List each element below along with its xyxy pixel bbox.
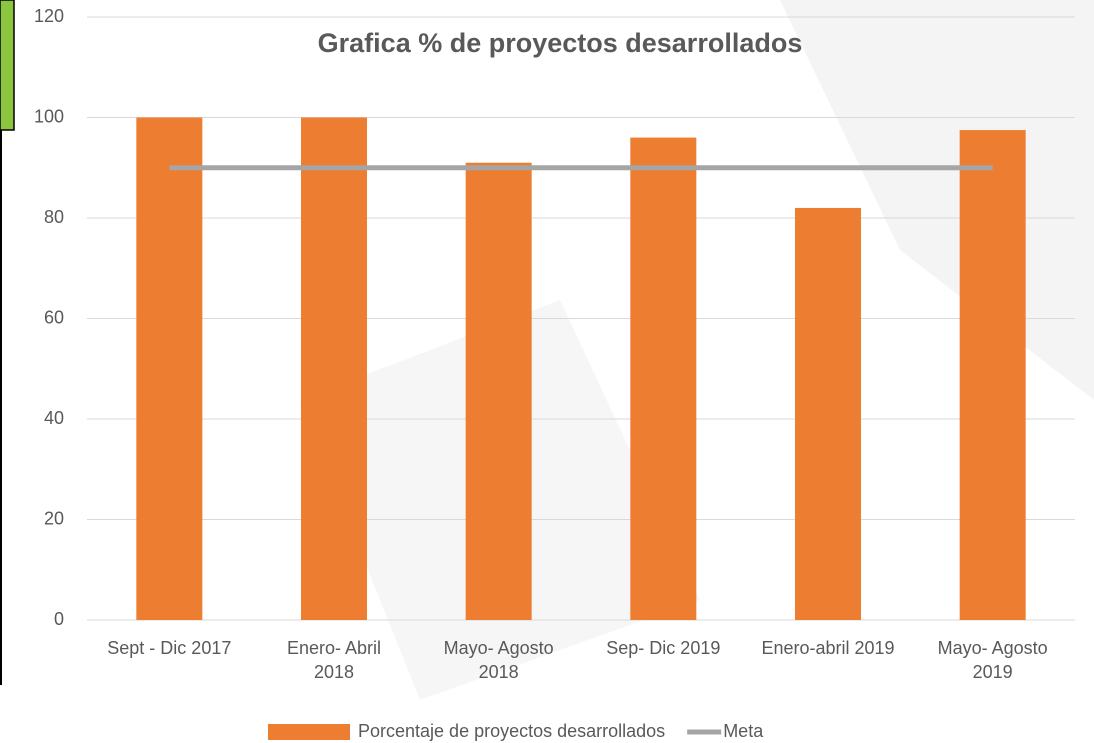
x-tick-label: Sep- Dic 2019 xyxy=(606,638,721,658)
bar xyxy=(795,207,861,620)
y-tick-label: 40 xyxy=(44,408,64,428)
y-tick-label: 60 xyxy=(44,307,64,327)
x-tick-label: Enero-abril 2019 xyxy=(761,638,895,658)
legend-swatch xyxy=(268,724,350,740)
chart-title: Grafica % de proyectos desarrollados xyxy=(318,28,803,58)
bar xyxy=(136,117,203,620)
x-tick-label: Mayo- Agosto 2018 xyxy=(443,638,554,682)
x-tick-label: Sept - Dic 2017 xyxy=(107,638,232,658)
bar xyxy=(959,130,1026,620)
y-tick-label: 100 xyxy=(34,106,64,126)
y-tick-label: 0 xyxy=(54,609,64,629)
x-tick-label: Enero- Abril 2018 xyxy=(286,638,382,682)
bar xyxy=(301,117,367,620)
y-tick-label: 80 xyxy=(44,207,64,227)
bar xyxy=(465,162,532,620)
legend-label: Meta xyxy=(723,721,764,741)
bar xyxy=(630,137,697,620)
x-tick-label: Mayo- Agosto 2019 xyxy=(937,638,1048,682)
side-strip xyxy=(0,0,15,131)
legend-label: Porcentaje de proyectos desarrollados xyxy=(358,721,665,741)
y-tick-label: 120 xyxy=(34,6,64,26)
y-tick-label: 20 xyxy=(44,508,64,528)
